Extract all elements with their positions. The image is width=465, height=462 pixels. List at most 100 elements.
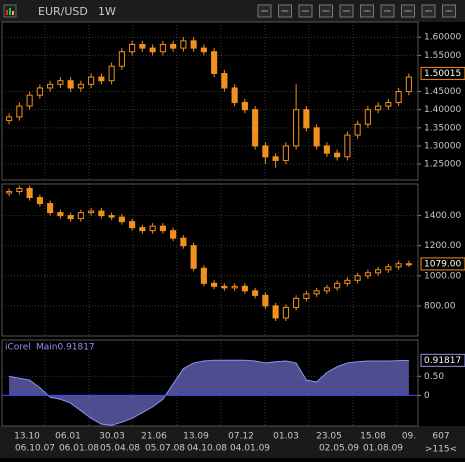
timeframe: 1W [98,5,116,18]
date-label: 05.07.08 [145,444,185,454]
candle-body [334,282,341,289]
y-tick-label: 1.60000 [424,33,461,43]
candle-body [272,305,279,319]
date-label: 04.10.08 [187,444,227,454]
candle-body [108,65,115,82]
candle-body [395,263,402,268]
candle-body [118,216,125,223]
candle-body [170,43,177,49]
last-value-box [420,257,465,271]
candle-body [67,80,74,89]
last-value-box [420,66,465,80]
candle-body [47,203,54,214]
indicator-name: iCorel [5,343,31,353]
candle-body [67,215,74,220]
icon-bar [9,8,11,15]
candle-body [385,101,392,107]
candle-body [129,43,136,53]
candle-body [375,105,382,111]
candle-body [405,263,412,266]
candle-body [405,76,412,93]
candle-body [354,275,361,281]
y-tick-label: 800.00 [424,301,456,311]
candle-body [364,109,371,125]
candle-body [344,134,351,158]
candle-body [252,109,259,147]
indicator-area [9,360,409,426]
time-label: 13.09 [183,432,209,442]
candle-body [344,279,351,284]
candle-body [47,83,54,89]
y-tick-label: 1000.00 [424,271,461,281]
candle-body [26,94,33,107]
candle-body [6,191,13,194]
y-tick-label: 1.35000 [424,123,461,133]
time-label: 06.01 [55,432,81,442]
y-tick-label: 1.40000 [424,105,461,115]
candle-body [190,245,197,269]
candle-body [118,51,125,67]
last-value-label: 0.91817 [424,356,461,366]
y-tick-label: 0 [424,391,430,401]
candle-body [190,40,197,49]
panel-frame [1,183,419,337]
y-tick-label: 1.55000 [424,51,461,61]
candle-body [241,285,248,292]
candle-body [231,87,238,103]
candle-body [108,215,115,218]
corner-count: 607 [432,432,449,442]
candle-body [364,272,371,277]
panel-frame [1,21,419,181]
candle-body [77,212,84,220]
date-label: 02.05.09 [319,444,359,454]
icon-bar [6,10,8,15]
y-tick-label: 1.30000 [424,141,461,151]
candle-body [149,47,156,53]
candle-body [303,293,310,299]
time-axis [0,426,465,458]
candle-body [159,43,166,53]
time-label: 23.05 [316,432,342,442]
candle-body [180,40,187,49]
indicator-line [9,359,409,426]
candle-body [221,72,228,89]
time-label: 01.03 [273,432,299,442]
candle-body [303,109,310,129]
time-label: 21.06 [141,432,167,442]
time-label: 07.12 [228,432,254,442]
last-value-label: 1.50015 [424,69,461,79]
candle-body [200,267,207,284]
candle-body [16,188,23,193]
toolbar-buttons [257,4,456,18]
candle-body [26,188,33,199]
candle-body [282,145,289,161]
last-value-label: 1079.00 [424,259,461,269]
candle-body [354,123,361,136]
panel-frame [1,339,419,427]
candle-body [6,116,13,122]
candle-body [57,80,64,85]
candle-body [262,294,269,307]
candle-body [231,285,238,289]
last-value-box [420,353,465,367]
candle-body [293,109,300,147]
candle-body [200,47,207,53]
candle-body [129,221,136,229]
candle-body [241,101,248,111]
candle-body [293,297,300,308]
candle-body [98,76,105,82]
y-tick-label: 1.25000 [424,160,461,170]
indicator-value: Main0.91817 [36,343,95,353]
candle-body [36,197,43,205]
candle-body [313,127,320,147]
scroll-shift[interactable]: >115< [425,445,457,455]
candle-body [149,225,156,232]
candle-body [211,51,218,74]
candle-body [252,290,259,296]
date-label: 01.08.09 [363,444,403,454]
icon-bar [12,11,14,15]
candle-body [88,76,95,85]
y-tick-label: 1400.00 [424,211,461,221]
symbol: EUR/USD [38,5,88,18]
candle-body [282,306,289,319]
